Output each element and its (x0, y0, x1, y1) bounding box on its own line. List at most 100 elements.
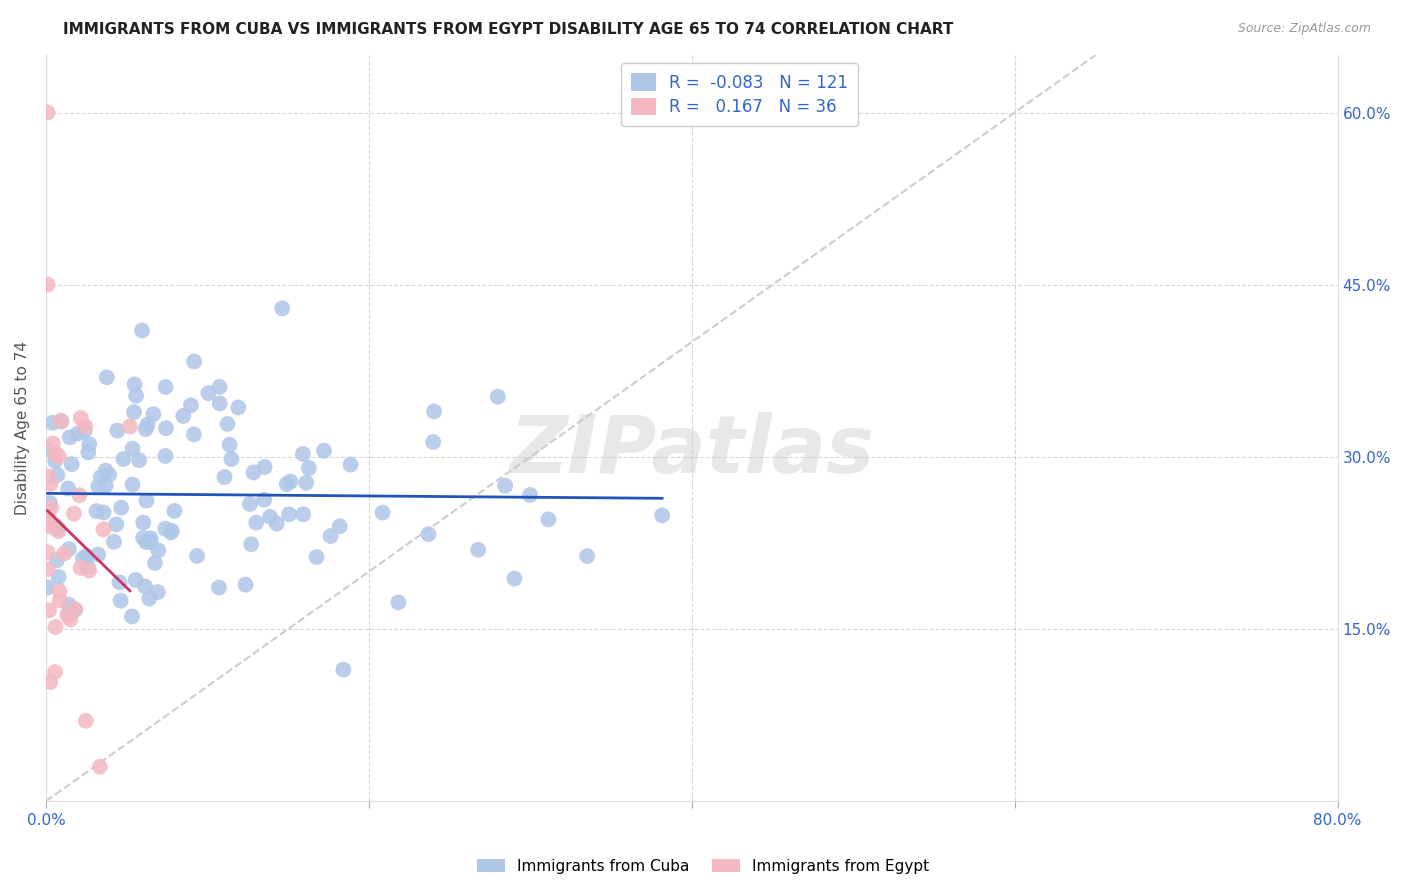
Text: IMMIGRANTS FROM CUBA VS IMMIGRANTS FROM EGYPT DISABILITY AGE 65 TO 74 CORRELATIO: IMMIGRANTS FROM CUBA VS IMMIGRANTS FROM … (63, 22, 953, 37)
Point (63, 602, 86, 616)
Point (208, 581, 231, 595)
Point (651, 508, 673, 523)
Point (142, 407, 165, 421)
Point (259, 509, 281, 524)
Point (221, 451, 243, 466)
Point (77, 445, 100, 459)
Point (155, 522, 177, 536)
Point (73, 424, 96, 438)
Point (291, 447, 314, 461)
Point (48, 593, 70, 607)
Point (146, 585, 169, 599)
Point (39, 675, 62, 690)
Point (98, 467, 121, 482)
Point (94, 479, 117, 493)
Point (197, 386, 219, 401)
Point (135, 422, 157, 436)
Point (467, 542, 489, 557)
Point (63, 507, 86, 521)
Point (42, 436, 65, 450)
Point (37, 277, 59, 292)
Point (172, 409, 194, 423)
Point (110, 500, 132, 515)
Point (139, 535, 162, 549)
Point (53, 547, 76, 561)
Point (63, 602, 86, 616)
Point (208, 380, 231, 394)
Point (58, 598, 80, 612)
Point (51, 414, 73, 428)
Point (423, 404, 446, 418)
Point (48, 584, 70, 599)
Point (280, 475, 302, 489)
Point (253, 459, 276, 474)
Point (39, 477, 62, 491)
Point (329, 519, 352, 533)
Point (136, 417, 159, 432)
Point (163, 504, 186, 518)
Point (271, 301, 294, 316)
Point (159, 525, 181, 540)
Point (39, 496, 62, 510)
Point (276, 477, 298, 491)
Point (75, 419, 97, 434)
Point (108, 575, 131, 590)
Point (160, 524, 183, 538)
Point (118, 419, 141, 434)
Point (110, 593, 132, 607)
Text: ZIPatlas: ZIPatlas (509, 411, 875, 490)
Point (46, 553, 69, 567)
Point (239, 497, 262, 511)
Point (486, 390, 509, 404)
Point (105, 424, 128, 438)
Point (72, 551, 94, 566)
Point (131, 323, 153, 337)
Point (45, 447, 67, 461)
Point (37, 581, 59, 595)
Point (125, 389, 148, 403)
Point (183, 354, 205, 368)
Point (37, 562, 59, 576)
Point (186, 549, 208, 563)
Point (77, 564, 100, 578)
Point (266, 516, 288, 531)
Legend: R =  -0.083   N = 121, R =   0.167   N = 36: R = -0.083 N = 121, R = 0.167 N = 36 (620, 63, 858, 127)
Point (44, 620, 66, 634)
Point (37, 545, 59, 559)
Point (38, 603, 60, 617)
Point (58, 542, 80, 557)
Point (418, 527, 440, 541)
Point (134, 579, 156, 593)
Point (89, 760, 111, 774)
Point (59, 430, 82, 444)
Point (214, 470, 236, 484)
Point (576, 549, 599, 563)
Legend: Immigrants from Cuba, Immigrants from Egypt: Immigrants from Cuba, Immigrants from Eg… (471, 853, 935, 880)
Point (48, 570, 70, 584)
Point (371, 506, 394, 520)
Point (155, 449, 177, 463)
Point (132, 531, 155, 545)
Point (537, 512, 560, 526)
Point (208, 396, 231, 410)
Point (37, 469, 59, 483)
Point (278, 508, 301, 522)
Point (138, 591, 160, 606)
Point (93, 522, 115, 536)
Point (128, 453, 150, 467)
Point (76, 549, 98, 563)
Point (494, 479, 516, 493)
Point (121, 609, 143, 624)
Point (105, 517, 128, 532)
Point (295, 475, 318, 490)
Point (69, 561, 91, 575)
Point (183, 427, 205, 442)
Point (69, 488, 91, 502)
Point (155, 380, 177, 394)
Point (148, 543, 170, 558)
Point (37, 516, 59, 531)
Point (75, 714, 97, 728)
Point (319, 529, 342, 543)
Point (77, 560, 100, 574)
Point (44, 454, 66, 468)
